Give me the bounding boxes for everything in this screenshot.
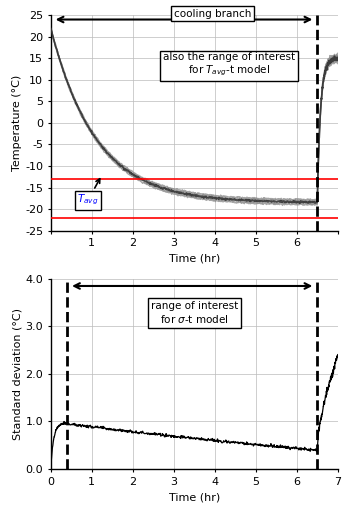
X-axis label: Time (hr): Time (hr) [169,254,220,264]
Text: cooling branch: cooling branch [174,9,251,19]
Text: also the range of interest
for $T_{avg}$-t model: also the range of interest for $T_{avg}$… [163,52,295,78]
Y-axis label: Temperature (°C): Temperature (°C) [12,75,22,171]
Text: range of interest
for $\sigma$-t model: range of interest for $\sigma$-t model [150,301,238,325]
X-axis label: Time (hr): Time (hr) [169,492,220,502]
Text: $T_{avg}$: $T_{avg}$ [77,179,100,207]
Y-axis label: Standard deviation (°C): Standard deviation (°C) [13,308,23,440]
